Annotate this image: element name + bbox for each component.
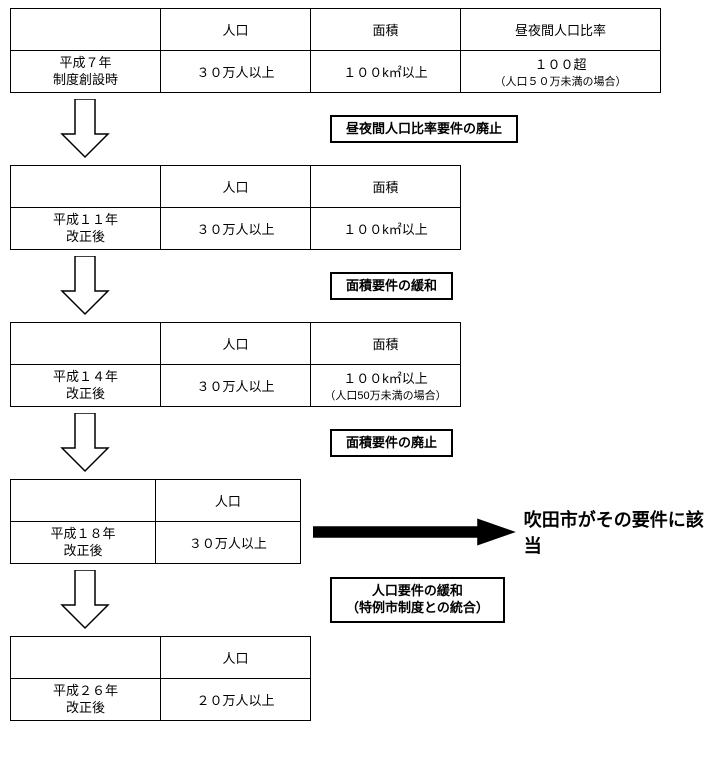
row-label-h14: 平成１４年 改正後 (11, 365, 161, 407)
row-label-line: 平成１４年 (53, 369, 118, 384)
transition-label-line: 人口要件の緩和 (372, 583, 463, 598)
transition-label: 面積要件の廃止 (330, 429, 453, 458)
cell-area: １００k㎡以上 (311, 51, 461, 93)
transition-2: 面積要件の緩和 (10, 256, 715, 316)
header-ratio: 昼夜間人口比率 (461, 9, 661, 51)
transition-3: 面積要件の廃止 (10, 413, 715, 473)
row-label-h11: 平成１１年 改正後 (11, 208, 161, 250)
blank-header (11, 166, 161, 208)
table-h14: 人口 面積 平成１４年 改正後 ３０万人以上 １００k㎡以上 （人口50万未満の… (10, 322, 461, 407)
table-h11: 人口 面積 平成１１年 改正後 ３０万人以上 １００k㎡以上 (10, 165, 461, 250)
cell-area: １００k㎡以上 (311, 208, 461, 250)
row-label-line: 改正後 (66, 700, 105, 715)
cell-ratio-line: １００超 (534, 57, 586, 72)
cell-area: １００k㎡以上 （人口50万未満の場合） (311, 365, 461, 407)
cell-population: ２０万人以上 (161, 679, 311, 721)
cell-population: ３０万人以上 (161, 208, 311, 250)
cell-population: ３０万人以上 (161, 365, 311, 407)
cell-ratio-line: （人口５０万未満の場合） (495, 76, 627, 88)
down-arrow-icon (60, 570, 110, 630)
row-label-line: 制度創設時 (53, 72, 118, 87)
header-area: 面積 (311, 166, 461, 208)
table-h26: 人口 平成２６年 改正後 ２０万人以上 (10, 636, 311, 721)
transition-label: 人口要件の緩和 （特例市制度との統合） (330, 577, 505, 623)
header-population: 人口 (161, 323, 311, 365)
blank-header (11, 9, 161, 51)
down-arrow-icon (60, 413, 110, 473)
transition-label: 昼夜間人口比率要件の廃止 (330, 115, 518, 144)
cell-area-line: （人口50万未満の場合） (324, 390, 446, 402)
header-population: 人口 (161, 166, 311, 208)
table-h18-row: 人口 平成１８年 改正後 ３０万人以上 吹田市がその要件に該当 (10, 479, 715, 564)
row-label-line: 改正後 (63, 543, 102, 558)
table-h18: 人口 平成１８年 改正後 ３０万人以上 (10, 479, 301, 564)
cell-population: ３０万人以上 (155, 522, 300, 564)
cell-ratio: １００超 （人口５０万未満の場合） (461, 51, 661, 93)
header-population: 人口 (155, 480, 300, 522)
row-label-line: 平成１１年 (53, 212, 118, 227)
header-population: 人口 (161, 637, 311, 679)
row-label-h7: 平成７年 制度創設時 (11, 51, 161, 93)
transition-label-line: （特例市制度との統合） (346, 600, 489, 615)
header-area: 面積 (311, 323, 461, 365)
transition-label: 面積要件の緩和 (330, 272, 453, 301)
transition-1: 昼夜間人口比率要件の廃止 (10, 99, 715, 159)
header-population: 人口 (161, 9, 311, 51)
row-label-line: 平成７年 (59, 55, 111, 70)
down-arrow-icon (60, 99, 110, 159)
blank-header (11, 480, 156, 522)
transition-4: 人口要件の緩和 （特例市制度との統合） (10, 570, 715, 630)
row-label-line: 改正後 (66, 386, 105, 401)
blank-header (11, 323, 161, 365)
table-h7: 人口 面積 昼夜間人口比率 平成７年 制度創設時 ３０万人以上 １００k㎡以上 … (10, 8, 661, 93)
row-label-line: 平成２６年 (53, 683, 118, 698)
down-arrow-icon (60, 256, 110, 316)
right-arrow-icon (313, 518, 516, 546)
blank-header (11, 637, 161, 679)
row-label-line: 平成１８年 (50, 526, 115, 541)
row-label-h26: 平成２６年 改正後 (11, 679, 161, 721)
callout-text: 吹田市がその要件に該当 (524, 506, 715, 558)
cell-population: ３０万人以上 (161, 51, 311, 93)
cell-area-line: １００k㎡以上 (343, 371, 428, 386)
header-area: 面積 (311, 9, 461, 51)
row-label-line: 改正後 (66, 229, 105, 244)
row-label-h18: 平成１８年 改正後 (11, 522, 156, 564)
